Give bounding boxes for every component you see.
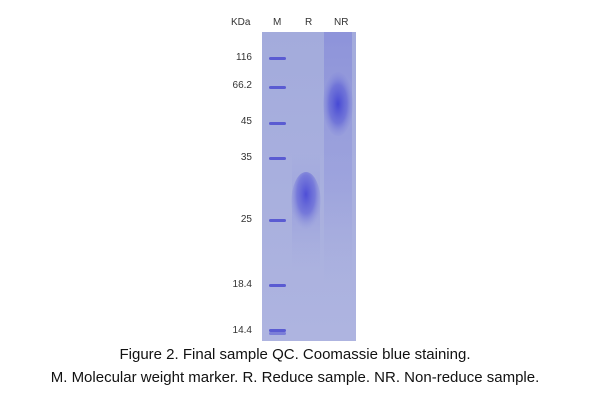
lane-label-nr: NR [334,17,349,28]
lane-label-r: R [305,17,313,28]
reduced-band [291,172,321,236]
unit-label: KDa [231,17,251,28]
marker-label-66-2: 66.2 [232,80,252,91]
caption-line-1: Figure 2. Final sample QC. Coomassie blu… [119,346,471,363]
caption-line-2: M. Molecular weight marker. R. Reduce sa… [50,369,540,386]
non-reduced-band [323,72,353,136]
reduced-lane [291,152,321,272]
marker-label-25: 25 [240,214,252,225]
marker-band-45 [269,122,286,125]
marker-band-116 [269,57,286,60]
non-reduced-lane [323,32,353,292]
marker-label-35: 35 [240,152,252,163]
marker-label-18-4: 18.4 [232,279,252,290]
marker-label-116: 116 [236,52,252,63]
marker-label-14-4: 14.4 [232,325,252,336]
non-reduced-smear [324,32,352,292]
marker-band-66-2 [269,86,286,89]
marker-label-45: 45 [240,116,252,127]
gel-image [262,32,356,341]
marker-band-35 [269,157,286,160]
marker-band-18-4 [269,284,286,287]
marker-band-25 [269,219,286,222]
marker-band-bottom [269,332,286,335]
marker-band-14-4 [269,329,286,332]
lane-label-m: M [273,17,282,28]
marker-lane [269,57,286,335]
